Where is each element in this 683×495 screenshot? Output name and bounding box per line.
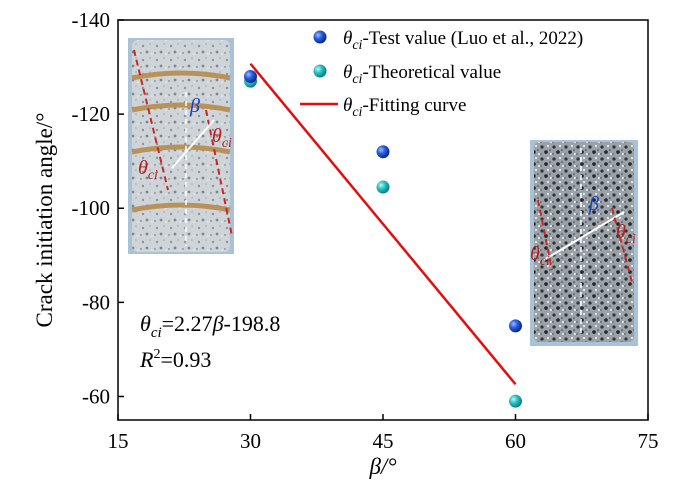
x-tick-label: 60	[505, 429, 526, 453]
test-value-point	[244, 69, 257, 83]
y-tick-label: -140	[72, 8, 111, 32]
y-tick-label: -100	[72, 196, 111, 220]
photo-left-theta-left: θci	[138, 157, 158, 183]
theoretical-value-point	[376, 180, 390, 194]
y-tick-label: -60	[82, 384, 110, 408]
photo-left-beta: β	[189, 95, 200, 117]
fitting-curve	[249, 62, 517, 386]
legend-marker-theory	[313, 64, 327, 78]
test-value-point	[509, 319, 522, 333]
x-tick-label: 45	[373, 429, 394, 453]
x-tick-label: 15	[108, 429, 129, 453]
y-axis-ticks: -140 -120 -100 -80 -60	[72, 8, 124, 408]
x-tick-label: 75	[638, 429, 659, 453]
photo-right-theta-left: θci	[530, 243, 550, 269]
photo-right-theta-right: θci	[616, 221, 636, 247]
y-tick-label: -80	[82, 290, 110, 314]
legend-label-theory: θci-Theoretical value	[343, 62, 501, 87]
x-axis-ticks: 15 30 45 60 75	[108, 414, 659, 453]
y-tick-label: -120	[72, 102, 111, 126]
legend-label-test: θci-Test value (Luo et al., 2022)	[343, 28, 583, 53]
theoretical-value-point	[509, 394, 522, 408]
photo-right-beta: β	[588, 193, 599, 215]
x-axis-title: β/°	[368, 454, 396, 479]
data-layer	[244, 62, 522, 408]
specimen-photo-left: β θci θci	[128, 38, 234, 254]
legend-label-fit: θci-Fitting curve	[343, 95, 466, 120]
y-axis-title: Crack initiation angle/°	[32, 113, 57, 328]
legend: θci-Test value (Luo et al., 2022) θci-Th…	[300, 28, 583, 120]
x-tick-label: 30	[240, 429, 261, 453]
r-squared: R2=0.93	[139, 347, 211, 372]
fit-equation: θci=2.27β-198.8	[140, 311, 280, 341]
photo-left-theta-right: θci	[212, 125, 232, 151]
specimen-photo-right: β θci θci	[530, 140, 638, 346]
legend-marker-test	[313, 30, 327, 44]
test-value-point	[376, 145, 390, 159]
